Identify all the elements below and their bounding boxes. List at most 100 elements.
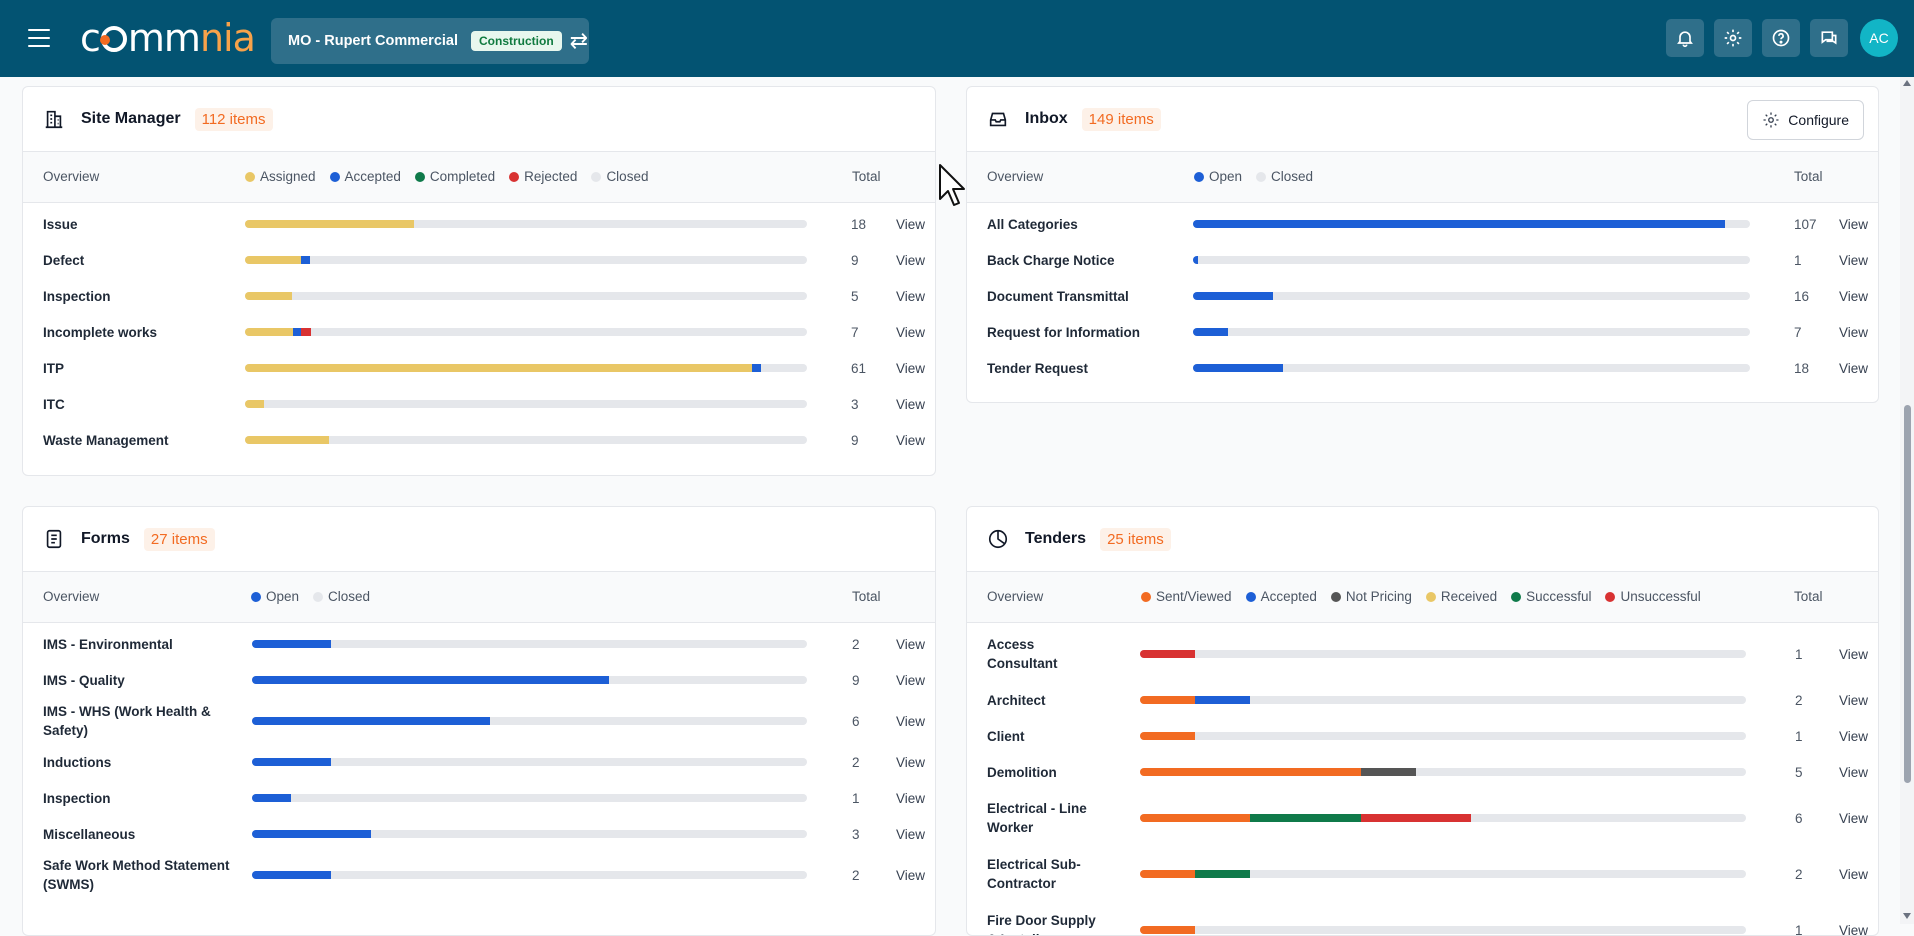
legend-item-successful: Successful [1511,589,1591,604]
row-total: 61 [851,361,866,376]
view-link[interactable]: View [1839,923,1868,936]
legend-dot [245,172,255,182]
view-link[interactable]: View [1839,647,1868,662]
view-link[interactable]: View [896,289,925,304]
scroll-up-arrow-icon[interactable] [1903,80,1911,86]
row-label: Issue [43,215,233,234]
item-count-badge: 112 items [195,108,273,131]
view-link[interactable]: View [896,673,925,688]
progress-bar [252,640,807,648]
view-link[interactable]: View [896,361,925,376]
row-total: 2 [1795,693,1803,708]
progress-bar [1193,328,1750,336]
bar-segment [252,758,331,766]
view-link[interactable]: View [1839,765,1868,780]
legend-dot [1246,592,1256,602]
progress-bar [1140,768,1746,776]
bar-segment [1193,292,1273,300]
building-icon [43,108,65,130]
view-link[interactable]: View [896,253,925,268]
user-avatar[interactable]: AC [1860,19,1898,57]
legend-label: Sent/Viewed [1156,589,1232,604]
bar-segment [245,292,292,300]
row-label: Client [987,727,1097,746]
view-link[interactable]: View [896,325,925,340]
row-total: 107 [1794,217,1817,232]
view-link[interactable]: View [896,637,925,652]
view-link[interactable]: View [896,827,925,842]
overview-label: Overview [987,589,1043,604]
progress-bar [1193,364,1750,372]
project-switcher[interactable]: MO - Rupert Commercial Construction ⇄ [271,18,589,64]
row-label: Access Consultant [987,635,1097,673]
overview-label: Overview [43,589,99,604]
menu-icon[interactable] [28,29,50,49]
view-link[interactable]: View [1839,289,1868,304]
legend-dot [313,592,323,602]
view-link[interactable]: View [896,397,925,412]
view-link[interactable]: View [1839,693,1868,708]
bar-segment [293,328,301,336]
forms-header: Forms 27 items [23,507,935,572]
settings-gear-icon[interactable] [1714,19,1752,57]
row-total: 6 [1795,811,1803,826]
view-link[interactable]: View [896,755,925,770]
help-question-icon[interactable] [1762,19,1800,57]
bar-segment [1195,870,1250,878]
row-label: IMS - WHS (Work Health & Safety) [43,702,243,740]
view-link[interactable]: View [1839,217,1868,232]
view-link[interactable]: View [1839,361,1868,376]
view-link[interactable]: View [1839,325,1868,340]
mouse-cursor-icon [938,163,966,207]
tenders-header: Tenders 25 items [967,507,1878,572]
row-total: 18 [1794,361,1809,376]
project-name: MO - Rupert Commercial [288,33,458,49]
legend-dot [509,172,519,182]
view-link[interactable]: View [1839,867,1868,882]
bar-segment [245,328,293,336]
view-link[interactable]: View [1839,729,1868,744]
view-link[interactable]: View [896,868,925,883]
view-link[interactable]: View [1839,811,1868,826]
row-label: All Categories [987,215,1187,234]
legend-label: Accepted [1261,589,1317,604]
row-label: Electrical Sub-Contractor [987,855,1097,893]
row-total: 2 [852,637,860,652]
row-label: ITC [43,395,233,414]
view-link[interactable]: View [896,433,925,448]
bar-segment [245,364,752,372]
chat-messages-icon[interactable] [1810,19,1848,57]
bar-segment [1140,870,1195,878]
progress-bar [1193,256,1750,264]
view-link[interactable]: View [1839,253,1868,268]
notifications-bell-icon[interactable] [1666,19,1704,57]
scroll-down-arrow-icon[interactable] [1903,913,1911,919]
configure-button[interactable]: Configure [1747,100,1864,140]
row-total: 1 [852,791,860,806]
swap-arrows-icon[interactable]: ⇄ [570,30,588,52]
legend-item-not-pricing: Not Pricing [1331,589,1412,604]
pie-chart-icon [987,528,1009,550]
view-link[interactable]: View [896,714,925,729]
row-total: 5 [851,289,859,304]
view-link[interactable]: View [896,217,925,232]
scrollbar-thumb[interactable] [1904,405,1911,783]
progress-bar [252,758,807,766]
total-label: Total [852,589,881,604]
legend-label: Closed [1271,169,1313,184]
legend-label: Assigned [260,169,316,184]
page-scrollbar[interactable] [1900,77,1914,924]
view-link[interactable]: View [896,791,925,806]
